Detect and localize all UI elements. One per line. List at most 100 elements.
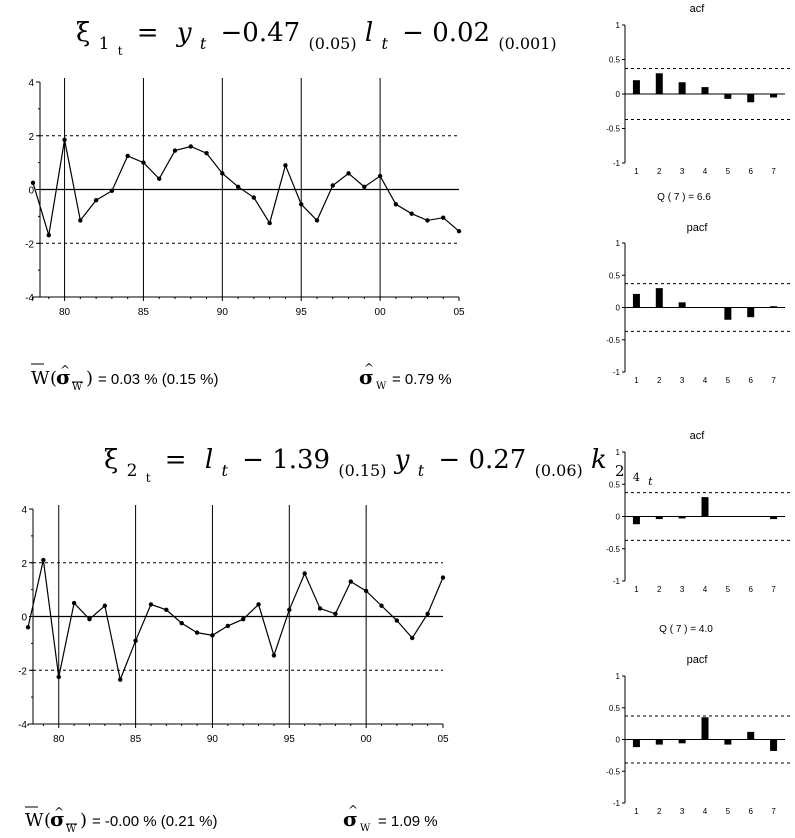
data-point bbox=[56, 674, 61, 680]
bar-chart-4-pacf: pacf 1 0.5 0 -0.5 -1 1 2 3 4 5 6 7 bbox=[606, 654, 793, 816]
data-point bbox=[172, 148, 178, 153]
x-tick-label: 7 bbox=[771, 585, 776, 594]
x-tick-label: 2 bbox=[657, 167, 662, 176]
data-point bbox=[267, 220, 272, 226]
bar bbox=[701, 717, 709, 740]
bar bbox=[770, 516, 778, 520]
y-tick-label: -0.5 bbox=[606, 545, 620, 554]
chart-title: pacf bbox=[687, 222, 709, 234]
x-tick-label: 6 bbox=[748, 585, 753, 594]
x-tick-label: 3 bbox=[680, 167, 685, 176]
x-tick-label: 1 bbox=[634, 167, 639, 176]
x-tick-label: 6 bbox=[748, 167, 753, 176]
y-tick-label: 0.5 bbox=[609, 704, 621, 713]
bar bbox=[678, 82, 686, 94]
data-point bbox=[363, 588, 369, 594]
line-chart-2: 4 2 0 -2 -4 80 85 90 95 00 05 bbox=[18, 505, 449, 745]
chart-title: acf bbox=[690, 3, 706, 15]
y-tick-label: 2 bbox=[21, 559, 27, 570]
svg-text:(: ( bbox=[44, 810, 51, 831]
data-point bbox=[30, 180, 36, 185]
x-tick-label: 7 bbox=[771, 376, 776, 385]
x-tick-label: 2 bbox=[657, 807, 662, 816]
mean-label: W bbox=[31, 368, 50, 389]
bar bbox=[632, 739, 640, 748]
series-line bbox=[27, 559, 444, 682]
data-point bbox=[93, 198, 99, 203]
q-stat-2: Q ( 7 ) = 4.0 bbox=[659, 624, 713, 635]
data-point bbox=[410, 635, 415, 641]
y-tick-label: 1 bbox=[616, 672, 621, 681]
y-tick-label: 1 bbox=[616, 448, 621, 457]
data-point bbox=[235, 184, 241, 190]
mean-sigma: σ bbox=[50, 807, 65, 831]
sigma-value: = 1.09 % bbox=[378, 813, 438, 830]
data-point bbox=[251, 195, 257, 200]
x-tick-label: 4 bbox=[703, 167, 708, 176]
bar bbox=[655, 739, 663, 745]
y-tick-label: 4 bbox=[28, 78, 34, 89]
x-tick-label: 5 bbox=[726, 585, 731, 594]
x-tick-label: 4 bbox=[703, 585, 708, 594]
x-tick-label: 3 bbox=[680, 376, 685, 385]
y-tick-label: -1 bbox=[613, 159, 621, 168]
x-tick-label: 85 bbox=[130, 734, 142, 745]
y-tick-label: 0.5 bbox=[609, 56, 621, 65]
data-point bbox=[25, 625, 31, 630]
y-tick-label: 0 bbox=[616, 304, 621, 313]
data-point bbox=[333, 611, 338, 617]
data-point bbox=[133, 638, 138, 643]
svg-text:(: ( bbox=[50, 368, 57, 389]
x-tick-label: 3 bbox=[680, 807, 685, 816]
data-point bbox=[440, 575, 446, 580]
series-line bbox=[32, 139, 460, 236]
data-point bbox=[314, 218, 320, 223]
data-point bbox=[204, 151, 209, 156]
x-tick-label: 2 bbox=[657, 376, 662, 385]
data-point bbox=[317, 606, 323, 611]
svg-text:^: ^ bbox=[348, 803, 358, 817]
data-point bbox=[87, 616, 92, 622]
bar bbox=[701, 497, 709, 517]
bar bbox=[678, 739, 686, 744]
svg-text:W: W bbox=[72, 382, 83, 393]
y-tick-label: 1 bbox=[616, 239, 621, 248]
data-point bbox=[393, 202, 399, 207]
q-stat-1: Q ( 7 ) = 6.6 bbox=[657, 192, 711, 203]
data-point bbox=[271, 653, 277, 658]
x-tick-label: 90 bbox=[207, 734, 219, 745]
y-tick-label: 0 bbox=[21, 613, 27, 624]
mean-label: W bbox=[25, 810, 44, 831]
bar bbox=[655, 288, 663, 308]
data-point bbox=[164, 607, 169, 612]
data-point bbox=[409, 211, 414, 216]
x-tick-label: 95 bbox=[284, 734, 296, 745]
data-point bbox=[157, 176, 162, 181]
bar bbox=[770, 739, 778, 751]
y-tick-label: -0.5 bbox=[606, 125, 620, 134]
data-point bbox=[194, 630, 200, 635]
data-point bbox=[41, 557, 46, 563]
chart-title: pacf bbox=[687, 654, 709, 666]
y-tick-label: -4 bbox=[25, 293, 34, 304]
sigma-symbol: σ bbox=[343, 807, 358, 831]
x-tick-label: 7 bbox=[771, 167, 776, 176]
mean-value: = 0.03 % (0.15 %) bbox=[98, 371, 218, 388]
equation-2: ξ 2 t = l t − 1.39 (0.15) y t − 0.27 (0.… bbox=[104, 445, 653, 489]
data-point bbox=[302, 571, 307, 576]
x-tick-label: 6 bbox=[748, 807, 753, 816]
x-tick-label: 80 bbox=[53, 734, 65, 745]
data-point bbox=[362, 184, 367, 190]
data-point bbox=[109, 188, 115, 194]
y-tick-label: -2 bbox=[18, 666, 27, 677]
svg-text:W: W bbox=[66, 824, 77, 835]
bar bbox=[747, 94, 755, 103]
svg-text:W: W bbox=[360, 823, 371, 834]
data-point bbox=[78, 218, 83, 223]
data-point bbox=[283, 163, 288, 168]
x-tick-label: 1 bbox=[634, 585, 639, 594]
data-point bbox=[441, 215, 446, 220]
data-point bbox=[62, 137, 67, 142]
x-tick-label: 00 bbox=[361, 734, 373, 745]
bar bbox=[632, 293, 640, 308]
